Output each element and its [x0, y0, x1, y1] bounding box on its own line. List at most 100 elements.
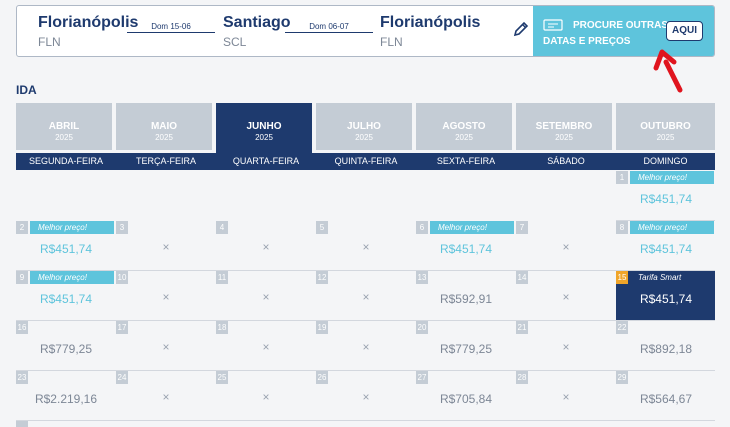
day-price: R$592,91: [439, 292, 493, 306]
best-price-badge: Melhor preço!: [630, 221, 714, 234]
day-number: 9: [16, 271, 28, 284]
calendar-day-cell[interactable]: 1 Melhor preço! R$451,74: [616, 171, 715, 221]
day-number: 24: [116, 371, 128, 384]
calendar-day-cell: 3 ×: [116, 221, 216, 271]
tab-month-outubro[interactable]: OUTUBRO 2025: [616, 103, 715, 150]
tab-month-abril[interactable]: ABRIL 2025: [16, 103, 112, 150]
best-price-badge: Melhor preço!: [630, 171, 714, 184]
day-number: 8: [616, 221, 628, 234]
tab-month-maio[interactable]: MAIO 2025: [116, 103, 212, 150]
unavailable-icon: ×: [562, 240, 570, 254]
calendar-day-cell[interactable]: 2 Melhor preço! R$451,74: [16, 221, 116, 271]
day-number: 21: [516, 321, 528, 334]
calendar-day-cell[interactable]: 20 R$779,25: [416, 321, 516, 371]
tab-month-julho[interactable]: JULHO 2025: [316, 103, 412, 150]
aqui-button[interactable]: AQUI: [666, 21, 703, 41]
weekday-label: QUINTA-FEIRA: [334, 156, 398, 166]
month-name: JUNHO: [246, 121, 282, 132]
month-year: 2025: [656, 133, 675, 142]
promo-line-1: PROCURE OUTRAS: [573, 20, 669, 31]
day-price: R$451,74: [439, 242, 493, 256]
day-price: R$564,67: [639, 392, 693, 406]
day-price: R$779,25: [39, 342, 93, 356]
calendar-day-cell[interactable]: 9 Melhor preço! R$451,74: [16, 271, 116, 321]
calendar-day-cell: 4 ×: [216, 221, 316, 271]
next-row-stub: [16, 421, 28, 427]
best-price-badge: Melhor preço!: [30, 221, 114, 234]
calendar-day-cell: 14 ×: [516, 271, 616, 321]
calendar-day-cell[interactable]: 13 R$592,91: [416, 271, 516, 321]
weekday-label: SEGUNDA-FEIRA: [28, 156, 103, 166]
origin-code: FLN: [38, 35, 61, 49]
calendar-day-cell: 19 ×: [316, 321, 416, 371]
day-price: R$451,74: [639, 242, 693, 256]
month-name: JULHO: [347, 121, 381, 132]
outbound-date[interactable]: Dom 15-06: [127, 21, 215, 33]
day-price: R$705,84: [439, 392, 493, 406]
unavailable-icon: ×: [362, 340, 370, 354]
calendar-ticket-icon: [543, 19, 563, 31]
calendar-day-cell[interactable]: 27 R$705,84: [416, 371, 516, 421]
month-name: ABRIL: [48, 121, 80, 132]
destination-code: SCL: [223, 35, 247, 49]
destination-city: Santiago: [223, 14, 291, 31]
day-number: 18: [216, 321, 228, 334]
unavailable-icon: ×: [262, 340, 270, 354]
month-tabs: ABRIL 2025 MAIO 2025 JUNHO 2025 JULHO 20…: [16, 103, 715, 153]
calendar-day-cell[interactable]: 22 R$892,18: [616, 321, 715, 371]
return-city: Florianópolis: [380, 14, 481, 31]
best-price-badge: Melhor preço!: [430, 221, 514, 234]
tab-month-agosto[interactable]: AGOSTO 2025: [416, 103, 512, 150]
day-number: 20: [416, 321, 428, 334]
tarifa-smart-badge: Tarifa Smart: [638, 273, 682, 282]
tab-month-junho[interactable]: JUNHO 2025: [216, 103, 312, 153]
pencil-icon[interactable]: [513, 21, 529, 37]
calendar-day-cell[interactable]: 29 R$564,67: [616, 371, 715, 421]
unavailable-icon: ×: [162, 340, 170, 354]
day-number: 10: [116, 271, 128, 284]
day-number: 4: [216, 221, 228, 234]
weekday-label: SEXTA-FEIRA: [436, 156, 496, 166]
unavailable-icon: ×: [162, 240, 170, 254]
section-label-ida: IDA: [16, 83, 37, 97]
red-arrow-annotation: [653, 49, 683, 93]
month-name: MAIO: [150, 121, 178, 132]
month-year: 2025: [155, 133, 173, 142]
promo-line-2: DATAS E PREÇOS: [543, 36, 631, 47]
day-number: 23: [16, 371, 28, 384]
calendar-day-cell: 17 ×: [116, 321, 216, 371]
calendar-day-cell: 12 ×: [316, 271, 416, 321]
day-price: R$2.219,16: [34, 392, 98, 406]
day-number: 19: [316, 321, 328, 334]
calendar-day-cell[interactable]: 15 Tarifa Smart R$451,74: [616, 271, 715, 321]
day-number: 14: [516, 271, 528, 284]
unavailable-icon: ×: [362, 240, 370, 254]
calendar-day-cell: 10 ×: [116, 271, 216, 321]
month-name: AGOSTO: [442, 121, 486, 132]
day-number: 26: [316, 371, 328, 384]
calendar-day-cell: 5 ×: [316, 221, 416, 271]
tab-month-setembro[interactable]: SETEMBRO 2025: [516, 103, 612, 150]
day-number: 25: [216, 371, 228, 384]
calendar-day-cell[interactable]: 6 Melhor preço! R$451,74: [416, 221, 516, 271]
calendar-day-cell: 7 ×: [516, 221, 616, 271]
month-year: 2025: [455, 133, 473, 142]
return-date[interactable]: Dom 06-07: [285, 21, 373, 33]
unavailable-icon: ×: [362, 390, 370, 404]
day-price: R$451,74: [639, 192, 693, 206]
month-year: 2025: [55, 133, 73, 142]
month-year: 2025: [255, 133, 273, 142]
calendar-day-cell[interactable]: 23 R$2.219,16: [16, 371, 116, 421]
day-number: 2: [16, 221, 28, 234]
unavailable-icon: ×: [362, 290, 370, 304]
calendar-day-cell[interactable]: 16 R$779,25: [16, 321, 116, 371]
day-number: 7: [516, 221, 528, 234]
day-number: 5: [316, 221, 328, 234]
unavailable-icon: ×: [262, 290, 270, 304]
calendar-day-cell[interactable]: 8 Melhor preço! R$451,74: [616, 221, 715, 271]
calendar-day-cell: 18 ×: [216, 321, 316, 371]
day-number: 13: [416, 271, 428, 284]
route-summary: Florianópolis FLN Dom 15-06 Santiago SCL…: [16, 5, 715, 57]
day-number: 28: [516, 371, 528, 384]
weekday-label: QUARTA-FEIRA: [232, 156, 300, 166]
